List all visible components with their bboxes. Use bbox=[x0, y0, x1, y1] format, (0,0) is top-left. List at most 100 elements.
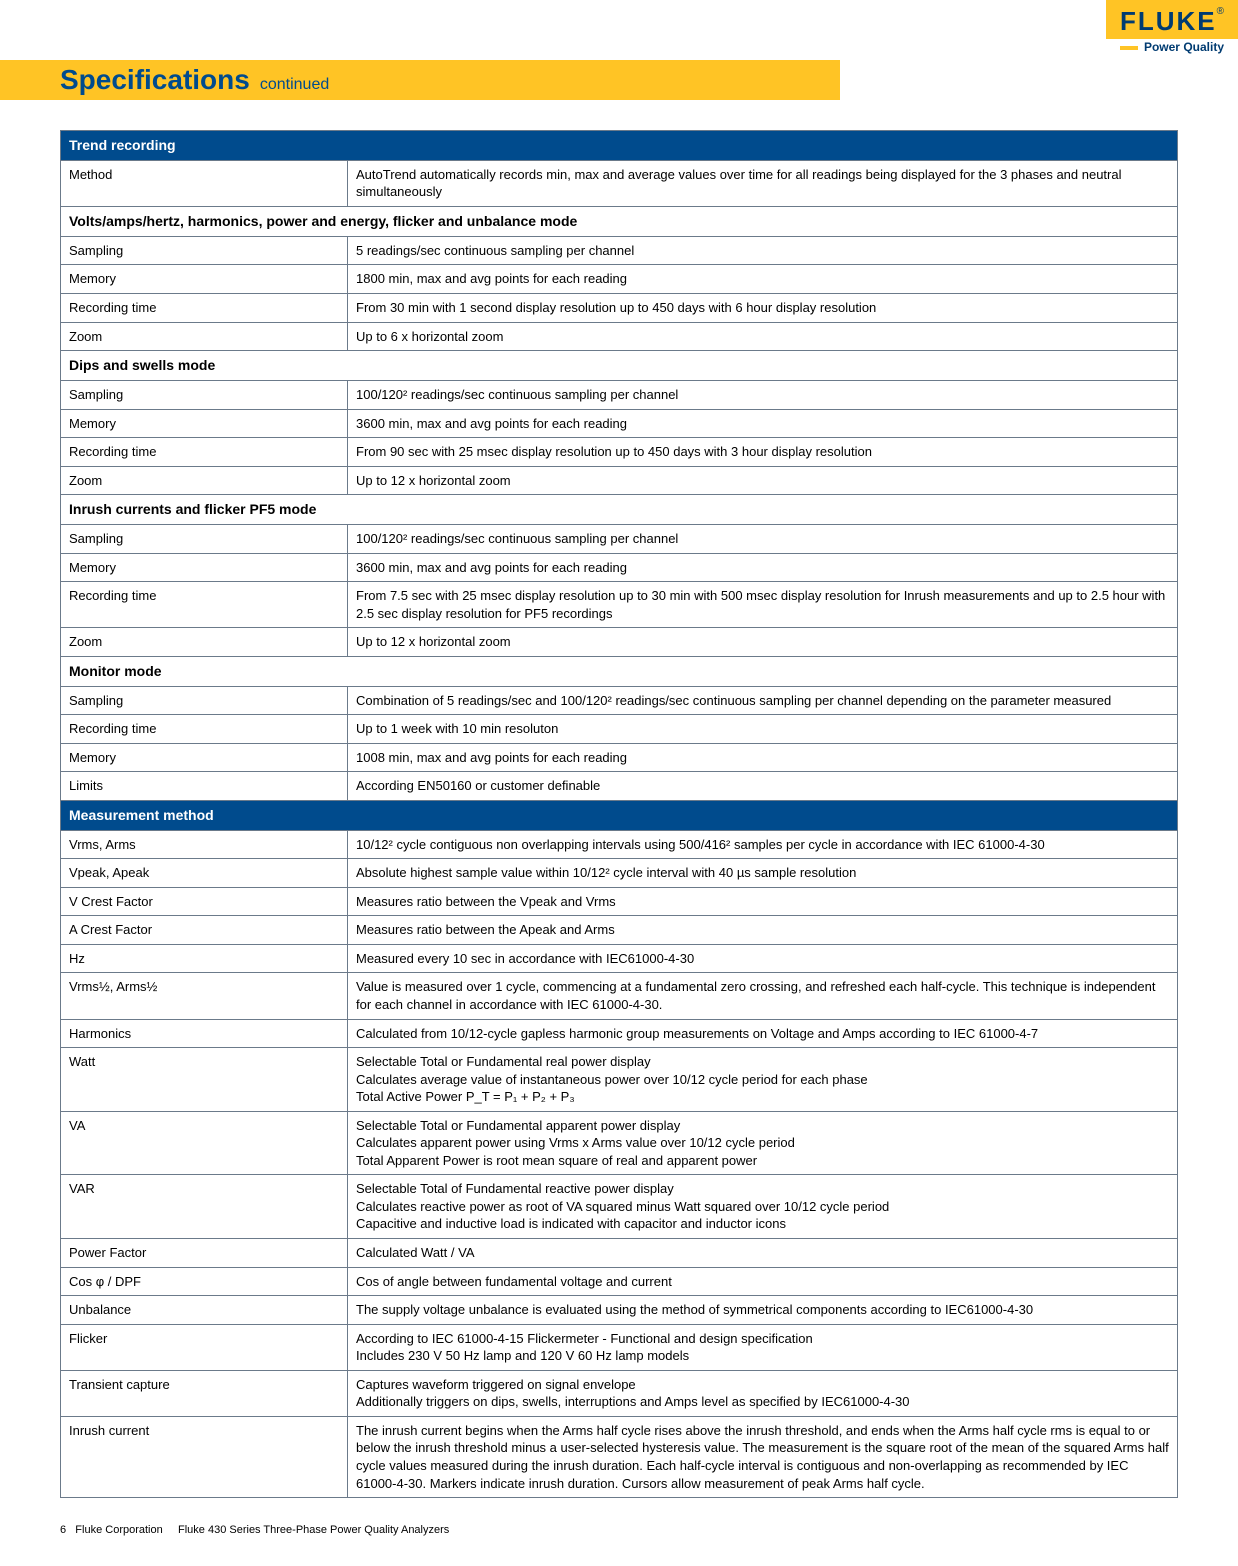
row-value: Absolute highest sample value within 10/… bbox=[348, 859, 1178, 888]
row-label: Sampling bbox=[61, 686, 348, 715]
row-label: Recording time bbox=[61, 293, 348, 322]
row-value: 100/120² readings/sec continuous samplin… bbox=[348, 380, 1178, 409]
table-row: Memory3600 min, max and avg points for e… bbox=[61, 409, 1178, 438]
table-row: Sampling100/120² readings/sec continuous… bbox=[61, 525, 1178, 554]
row-value: Cos of angle between fundamental voltage… bbox=[348, 1267, 1178, 1296]
table-row: Memory3600 min, max and avg points for e… bbox=[61, 553, 1178, 582]
title-strip: Specifications continued bbox=[0, 60, 840, 100]
row-value: Captures waveform triggered on signal en… bbox=[348, 1370, 1178, 1416]
row-label: Cos φ / DPF bbox=[61, 1267, 348, 1296]
row-label: Watt bbox=[61, 1048, 348, 1112]
table-row: HzMeasured every 10 sec in accordance wi… bbox=[61, 944, 1178, 973]
row-label: Unbalance bbox=[61, 1296, 348, 1325]
row-label: V Crest Factor bbox=[61, 887, 348, 916]
page-title-main: Specifications bbox=[60, 64, 250, 96]
row-label: Recording time bbox=[61, 438, 348, 467]
row-value: Selectable Total of Fundamental reactive… bbox=[348, 1175, 1178, 1239]
row-label: VA bbox=[61, 1111, 348, 1175]
row-value: 3600 min, max and avg points for each re… bbox=[348, 409, 1178, 438]
footer-doc-title: Fluke 430 Series Three-Phase Power Quali… bbox=[178, 1524, 449, 1536]
row-label: Memory bbox=[61, 265, 348, 294]
row-label: Flicker bbox=[61, 1324, 348, 1370]
page-title-continued: continued bbox=[260, 76, 329, 94]
table-row: Vpeak, ApeakAbsolute highest sample valu… bbox=[61, 859, 1178, 888]
table-row: VASelectable Total or Fundamental appare… bbox=[61, 1111, 1178, 1175]
row-value: 100/120² readings/sec continuous samplin… bbox=[348, 525, 1178, 554]
table-row: Inrush currentThe inrush current begins … bbox=[61, 1416, 1178, 1497]
row-value: Measures ratio between the Apeak and Arm… bbox=[348, 916, 1178, 945]
footer-company: Fluke Corporation bbox=[75, 1524, 162, 1536]
section-header: Trend recording bbox=[61, 131, 1178, 161]
table-row: ZoomUp to 12 x horizontal zoom bbox=[61, 466, 1178, 495]
row-label: Recording time bbox=[61, 715, 348, 744]
table-row: Memory1800 min, max and avg points for e… bbox=[61, 265, 1178, 294]
table-row: HarmonicsCalculated from 10/12-cycle gap… bbox=[61, 1019, 1178, 1048]
row-value: Calculated from 10/12-cycle gapless harm… bbox=[348, 1019, 1178, 1048]
section-header: Volts/amps/hertz, harmonics, power and e… bbox=[61, 206, 1178, 236]
row-label: Inrush current bbox=[61, 1416, 348, 1497]
row-label: Hz bbox=[61, 944, 348, 973]
row-value: According to IEC 61000-4-15 Flickermeter… bbox=[348, 1324, 1178, 1370]
row-value: Up to 6 x horizontal zoom bbox=[348, 322, 1178, 351]
table-row: Cos φ / DPFCos of angle between fundamen… bbox=[61, 1267, 1178, 1296]
table-row: Memory1008 min, max and avg points for e… bbox=[61, 743, 1178, 772]
table-row: LimitsAccording EN50160 or customer defi… bbox=[61, 772, 1178, 801]
row-value: Up to 12 x horizontal zoom bbox=[348, 628, 1178, 657]
footer: 6 Fluke Corporation Fluke 430 Series Thr… bbox=[60, 1524, 1178, 1536]
row-label: Vrms, Arms bbox=[61, 830, 348, 859]
specifications-table: Trend recordingMethodAutoTrend automatic… bbox=[60, 130, 1178, 1498]
table-row: Power FactorCalculated Watt / VA bbox=[61, 1239, 1178, 1268]
table-row: VARSelectable Total of Fundamental react… bbox=[61, 1175, 1178, 1239]
row-value: From 7.5 sec with 25 msec display resolu… bbox=[348, 582, 1178, 628]
row-value: Calculated Watt / VA bbox=[348, 1239, 1178, 1268]
section-header: Inrush currents and flicker PF5 mode bbox=[61, 495, 1178, 525]
table-row: Vrms½, Arms½Value is measured over 1 cyc… bbox=[61, 973, 1178, 1019]
table-row: ZoomUp to 6 x horizontal zoom bbox=[61, 322, 1178, 351]
row-label: Method bbox=[61, 160, 348, 206]
brand-badge: FLUKE® bbox=[1106, 0, 1238, 39]
table-row: FlickerAccording to IEC 61000-4-15 Flick… bbox=[61, 1324, 1178, 1370]
row-value: Measured every 10 sec in accordance with… bbox=[348, 944, 1178, 973]
table-row: Transient captureCaptures waveform trigg… bbox=[61, 1370, 1178, 1416]
table-row: MethodAutoTrend automatically records mi… bbox=[61, 160, 1178, 206]
brand-registered: ® bbox=[1217, 6, 1224, 17]
table-row: SamplingCombination of 5 readings/sec an… bbox=[61, 686, 1178, 715]
top-bar: FLUKE® Power Quality bbox=[60, 0, 1178, 60]
tagline-text: Power Quality bbox=[1144, 40, 1224, 54]
section-header: Dips and swells mode bbox=[61, 351, 1178, 381]
row-value: Selectable Total or Fundamental apparent… bbox=[348, 1111, 1178, 1175]
table-row: Recording timeFrom 90 sec with 25 msec d… bbox=[61, 438, 1178, 467]
section-header: Monitor mode bbox=[61, 656, 1178, 686]
row-value: Value is measured over 1 cycle, commenci… bbox=[348, 973, 1178, 1019]
row-label: Sampling bbox=[61, 236, 348, 265]
footer-page-num: 6 bbox=[60, 1524, 66, 1536]
page: FLUKE® Power Quality Specifications cont… bbox=[0, 0, 1238, 1566]
row-value: 10/12² cycle contiguous non overlapping … bbox=[348, 830, 1178, 859]
row-value: Up to 1 week with 10 min resoluton bbox=[348, 715, 1178, 744]
row-value: From 30 min with 1 second display resolu… bbox=[348, 293, 1178, 322]
row-value: Selectable Total or Fundamental real pow… bbox=[348, 1048, 1178, 1112]
table-row: WattSelectable Total or Fundamental real… bbox=[61, 1048, 1178, 1112]
row-label: Harmonics bbox=[61, 1019, 348, 1048]
row-value: 3600 min, max and avg points for each re… bbox=[348, 553, 1178, 582]
row-value: According EN50160 or customer definable bbox=[348, 772, 1178, 801]
table-row: V Crest FactorMeasures ratio between the… bbox=[61, 887, 1178, 916]
row-label: Sampling bbox=[61, 525, 348, 554]
row-label: Memory bbox=[61, 743, 348, 772]
table-row: A Crest FactorMeasures ratio between the… bbox=[61, 916, 1178, 945]
row-value: Up to 12 x horizontal zoom bbox=[348, 466, 1178, 495]
table-row: Recording timeFrom 7.5 sec with 25 msec … bbox=[61, 582, 1178, 628]
brand-logo-text: FLUKE bbox=[1120, 6, 1217, 36]
row-value: The inrush current begins when the Arms … bbox=[348, 1416, 1178, 1497]
section-header: Measurement method bbox=[61, 800, 1178, 830]
row-label: Zoom bbox=[61, 322, 348, 351]
row-value: The supply voltage unbalance is evaluate… bbox=[348, 1296, 1178, 1325]
row-value: Combination of 5 readings/sec and 100/12… bbox=[348, 686, 1178, 715]
row-label: Limits bbox=[61, 772, 348, 801]
table-row: Recording timeUp to 1 week with 10 min r… bbox=[61, 715, 1178, 744]
brand-tagline: Power Quality bbox=[1120, 40, 1224, 54]
row-label: Memory bbox=[61, 553, 348, 582]
row-value: AutoTrend automatically records min, max… bbox=[348, 160, 1178, 206]
table-row: Sampling5 readings/sec continuous sampli… bbox=[61, 236, 1178, 265]
row-label: A Crest Factor bbox=[61, 916, 348, 945]
